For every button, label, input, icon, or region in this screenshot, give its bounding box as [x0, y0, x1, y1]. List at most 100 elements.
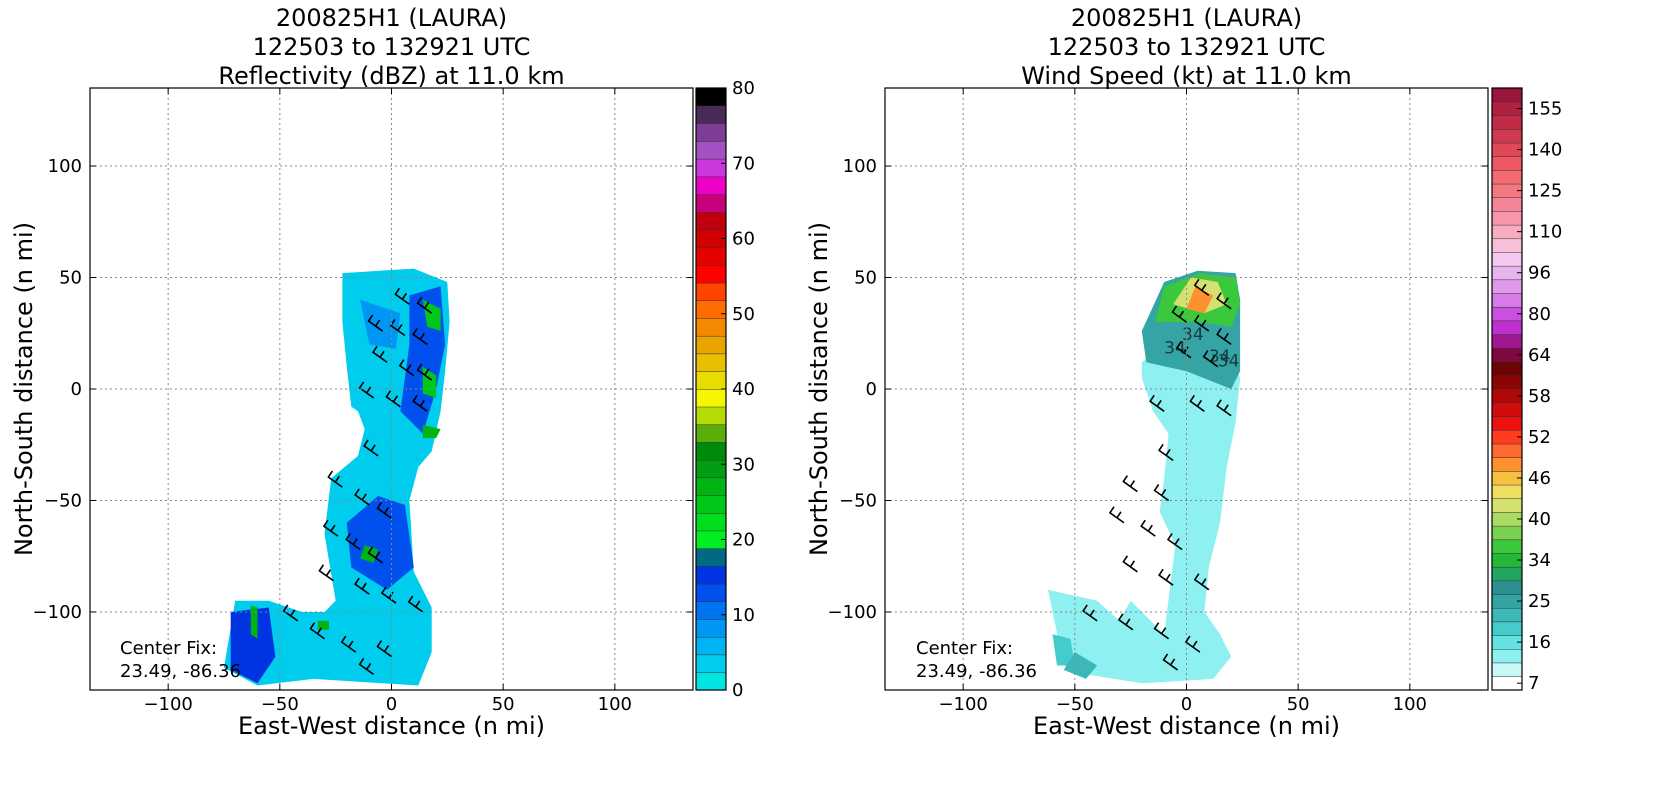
colorbar-segment: [1491, 443, 1523, 458]
x-tick-label: −100: [938, 694, 987, 715]
grid-lines: [885, 88, 1488, 690]
colorbar-segment: [695, 512, 727, 532]
colorbar-segment: [695, 140, 727, 160]
colorbar-segment: [1491, 292, 1523, 308]
y-tick-label: 0: [71, 379, 82, 400]
title-line-storm: 200825H1 (LAURA): [1070, 4, 1303, 32]
echo-cell: [360, 299, 401, 349]
colorbar-tick-label: 25: [1528, 591, 1551, 612]
echo-cell: [230, 607, 276, 684]
wind-barb: [1216, 327, 1232, 346]
y-tick-label: 50: [854, 268, 877, 289]
wind-barb: [1108, 506, 1125, 524]
colorbar-segment: [1491, 498, 1523, 513]
colorbar-segment: [1491, 580, 1523, 595]
echo-cell: [250, 605, 258, 639]
wind-region: [1048, 344, 1241, 684]
wind-barb: [367, 314, 384, 332]
colorbar-segment: [1491, 375, 1523, 390]
y-tick-label: 100: [48, 156, 82, 177]
colorbar-tick-label: 20: [732, 530, 755, 551]
colorbar-segment: [695, 494, 727, 514]
x-tick-label: 0: [1181, 694, 1192, 715]
grid-lines: [90, 88, 693, 690]
colorbar: 7 16 25 34 40 46 52 58 64 80 96 110 125 140 155: [1491, 87, 1562, 694]
colorbar-segment: [695, 654, 727, 673]
colorbar-segment: [695, 424, 727, 443]
colorbar-tick-label: 80: [1528, 304, 1551, 325]
y-tick-label: 100: [843, 156, 877, 177]
wind-barbs: [1082, 278, 1232, 671]
colorbar-segment: [695, 459, 727, 479]
wind-barb: [412, 327, 428, 346]
y-tick-label: −50: [839, 490, 877, 511]
x-tick-label: −50: [261, 694, 299, 715]
colorbar-segment: [695, 583, 727, 603]
colorbar-segment: [695, 548, 727, 567]
wind-barb: [416, 296, 433, 314]
y-tick-label: 50: [59, 268, 82, 289]
wind-barb: [385, 390, 401, 408]
colorbar-segment: [695, 193, 727, 213]
colorbar-tick-label: 58: [1528, 386, 1551, 407]
x-tick-label: −50: [1056, 694, 1094, 715]
colorbar-segment: [1491, 539, 1523, 554]
echo-cell: [317, 620, 329, 630]
y-tick-label: 0: [866, 379, 877, 400]
y-axis-label: North-South distance (n mi): [805, 222, 833, 556]
wind-barb: [322, 519, 339, 537]
wind-speed-title: 200825H1 (LAURA) 122503 to 132921 UTC Wi…: [885, 4, 1488, 91]
contour-label-34kt: 34: [1182, 325, 1204, 345]
contour-label-34kt: 34: [1209, 347, 1231, 367]
colorbar-frame: [1491, 87, 1523, 691]
y-tick-label: −100: [33, 602, 82, 623]
colorbar-segment: [695, 672, 727, 691]
wind-barb: [367, 546, 384, 564]
colorbar-segment: [1491, 169, 1523, 185]
wind-barb: [1216, 292, 1232, 310]
wind-barb: [1162, 653, 1179, 671]
wind-barb: [309, 622, 325, 640]
colorbar-segment: [1491, 334, 1523, 349]
colorbar-segment: [695, 317, 727, 337]
colorbar-tick-label: 140: [1528, 140, 1562, 161]
x-tick-label: 100: [598, 694, 632, 715]
title-line-storm: 200825H1 (LAURA): [275, 4, 508, 32]
reflectivity-panel: 200825H1 (LAURA) 122503 to 132921 UTC Re…: [10, 4, 755, 740]
colorbar-segment: [1491, 251, 1523, 267]
colorbar-tick-label: 125: [1528, 181, 1562, 202]
echo-cell: [422, 424, 441, 439]
colorbar-segment: [695, 176, 727, 195]
axis-ticks: −100 −50 0 50 100 −100 −50 0 50 100: [33, 88, 693, 715]
colorbar-tick-label: 80: [732, 78, 755, 99]
colorbar-segment: [1491, 87, 1523, 103]
colorbar-segment: [1491, 279, 1523, 294]
wind-barb: [1184, 635, 1201, 653]
wind-barb: [394, 287, 410, 305]
colorbar-segment: [1491, 238, 1523, 253]
x-tick-label: 50: [1287, 694, 1310, 715]
colorbar-tick-label: 70: [732, 153, 755, 174]
colorbar-tick-label: 40: [1528, 509, 1551, 530]
data-field: [224, 268, 450, 686]
wind-barb: [282, 604, 299, 622]
wind-barb: [1158, 443, 1174, 461]
wind-barb: [389, 319, 406, 337]
wind-barb: [345, 533, 361, 551]
echo-cell: [422, 366, 437, 398]
center-fix-label: Center Fix: 23.49, -86.36: [916, 637, 1037, 683]
x-tick-label: 50: [492, 694, 515, 715]
center-fix-heading: Center Fix:: [916, 638, 1014, 659]
colorbar-tick-label: 7: [1528, 673, 1539, 694]
colorbar-segment: [695, 353, 727, 372]
wind-barb: [371, 345, 388, 363]
colorbar-tick-label: 50: [732, 304, 755, 325]
wind-barb: [340, 635, 357, 653]
wind-barb: [1149, 394, 1165, 412]
colorbar-segment: [695, 105, 727, 124]
colorbar-segment: [1491, 115, 1523, 130]
colorbar-segment: [695, 371, 727, 390]
colorbar-segment: [1491, 525, 1523, 541]
